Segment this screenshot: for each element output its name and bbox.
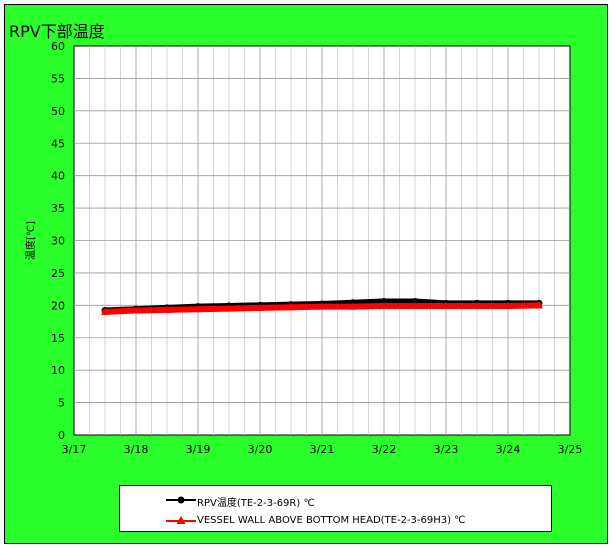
legend-swatch-series-1 (166, 496, 196, 504)
y-tick-label: 20 (51, 299, 65, 312)
y-tick-label: 30 (51, 235, 65, 248)
x-tick-label: 3/23 (434, 443, 459, 456)
x-tick-label: 3/20 (248, 443, 273, 456)
series-2-point (504, 301, 512, 309)
series-2-point (194, 305, 202, 313)
series-2-point (535, 301, 543, 309)
series-2-point (442, 301, 450, 309)
x-tick-label: 3/24 (496, 443, 521, 456)
y-tick-label: 25 (51, 267, 65, 280)
series-2-point (225, 304, 233, 312)
chart-legend: RPV温度(TE-2-3-69R) ℃ VESSEL WALL ABOVE BO… (119, 485, 552, 532)
legend-swatch-series-2 (166, 516, 196, 524)
x-tick-label: 3/18 (124, 443, 149, 456)
series-2-point (132, 306, 140, 314)
y-tick-label: 55 (51, 72, 65, 85)
series-2-point (318, 302, 326, 310)
y-tick-label: 15 (51, 332, 65, 345)
series-2-point (163, 305, 171, 313)
x-tick-label: 3/17 (62, 443, 87, 456)
series-2-point (256, 303, 264, 311)
y-tick-label: 50 (51, 105, 65, 118)
y-axis-label: 温度[℃] (24, 221, 37, 260)
x-tick-label: 3/19 (186, 443, 211, 456)
chart-title: RPV下部温度 (9, 22, 105, 41)
y-tick-label: 0 (58, 429, 65, 442)
y-tick-label: 40 (51, 170, 65, 183)
y-tick-label: 60 (51, 40, 65, 53)
legend-label-series-2: VESSEL WALL ABOVE BOTTOM HEAD(TE-2-3-69H… (197, 515, 466, 526)
y-tick-label: 10 (51, 364, 65, 377)
y-tick-label: 35 (51, 202, 65, 215)
y-tick-label: 5 (58, 397, 65, 410)
series-2-point (380, 301, 388, 309)
x-tick-label: 3/25 (558, 443, 583, 456)
series-2-point (287, 303, 295, 311)
series-2-point (101, 307, 109, 315)
x-tick-label: 3/22 (372, 443, 397, 456)
y-tick-label: 45 (51, 137, 65, 150)
series-2-point (473, 301, 481, 309)
series-2-point (411, 301, 419, 309)
x-tick-label: 3/21 (310, 443, 335, 456)
legend-label-series-1: RPV温度(TE-2-3-69R) ℃ (197, 498, 315, 509)
series-2-point (349, 302, 357, 310)
